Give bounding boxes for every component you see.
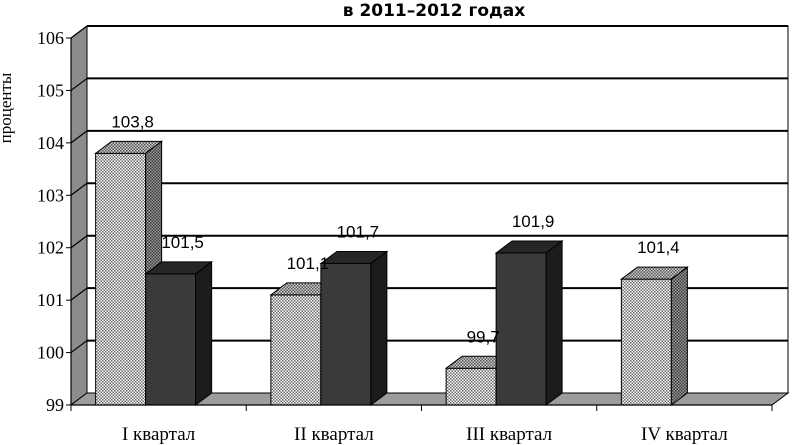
data-label: 103,8 xyxy=(111,112,154,131)
bar-side xyxy=(370,250,388,406)
data-label: 101,9 xyxy=(512,212,555,231)
bar-front xyxy=(495,252,547,406)
gridline-side xyxy=(70,25,88,39)
data-labels: 103,8 101,5 101,1 101,7 99,7 101,9 101,4 xyxy=(111,112,679,346)
data-label: 101,7 xyxy=(337,222,380,241)
bar-front xyxy=(145,273,197,406)
bars xyxy=(94,140,689,406)
bar-front xyxy=(95,152,147,406)
gridline-side xyxy=(70,340,88,354)
data-label: 101,1 xyxy=(287,254,330,273)
data-label: 101,5 xyxy=(161,233,204,252)
bar-front xyxy=(620,278,672,406)
x-tick-label: IV квартал xyxy=(641,424,728,445)
y-tick-label: 103 xyxy=(37,185,64,205)
bar xyxy=(319,250,389,406)
gridline-side xyxy=(70,235,88,249)
bar-side xyxy=(545,239,563,406)
y-tick-label: 105 xyxy=(37,80,64,100)
data-label: 99,7 xyxy=(467,327,500,346)
gridline-side xyxy=(70,130,88,144)
bar xyxy=(619,266,689,406)
data-label: 101,4 xyxy=(637,238,680,257)
bar-side xyxy=(195,260,213,406)
x-tick-label: II квартал xyxy=(294,424,374,445)
bar-front xyxy=(445,367,497,406)
y-tick-label: 102 xyxy=(37,238,64,258)
x-axis: I квартал II квартал III квартал IV квартал xyxy=(70,404,773,445)
side-wall xyxy=(70,25,88,406)
y-tick-label: 106 xyxy=(37,28,64,48)
bar-side xyxy=(670,266,688,406)
y-axis-ticks: 99 100 101 102 103 104 105 106 xyxy=(37,28,71,415)
chart-title: в 2011–2012 годах xyxy=(343,1,525,21)
y-axis-label: проценты xyxy=(0,72,15,143)
y-tick-label: 104 xyxy=(37,133,64,153)
bar xyxy=(144,260,214,406)
gridline-side xyxy=(70,182,88,196)
x-tick-label: I квартал xyxy=(122,424,196,445)
bar xyxy=(494,239,564,406)
bar-front xyxy=(320,262,372,406)
y-tick-label: 101 xyxy=(37,290,64,310)
y-tick-label: 100 xyxy=(37,343,64,363)
x-tick-label: III квартал xyxy=(466,424,553,445)
gridline-side xyxy=(70,77,88,91)
bar-front xyxy=(270,294,322,406)
y-tick-label: 99 xyxy=(46,395,64,415)
gridline-side xyxy=(70,287,88,301)
